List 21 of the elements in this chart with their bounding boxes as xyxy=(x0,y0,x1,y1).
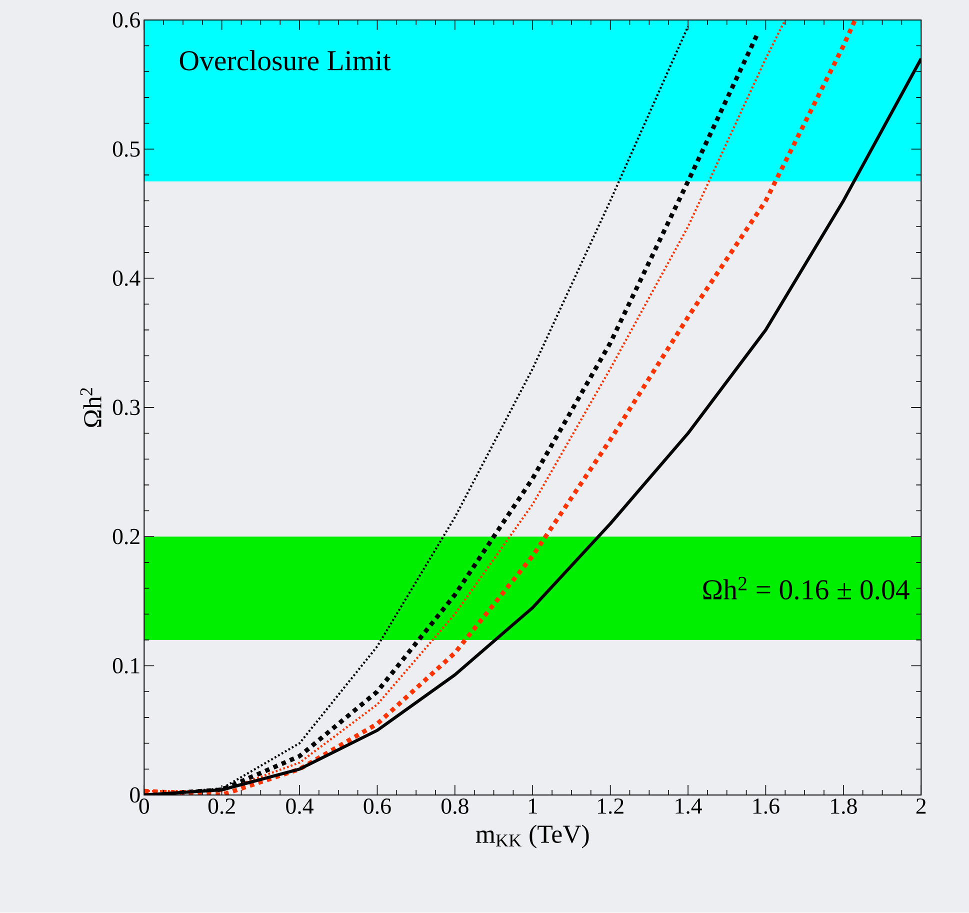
y-tick-label: 0.3 xyxy=(112,400,140,416)
y-tick-label: 0.1 xyxy=(112,658,140,674)
x-tick-label: 1.8 xyxy=(831,798,857,814)
x-tick-label: 1.6 xyxy=(753,798,780,814)
x-tick-label: 1 xyxy=(528,798,537,814)
y-tick-label: 0.6 xyxy=(112,12,140,28)
x-tick-label: 0.4 xyxy=(286,798,314,814)
x-tick-label: 2 xyxy=(916,798,926,814)
x-tick-label: 0.2 xyxy=(208,798,235,814)
x-tick-label: 0.8 xyxy=(442,798,468,814)
y-axis-title: Ωh$^{2}$ xyxy=(80,388,102,428)
y-tick-label: 0 xyxy=(130,787,140,803)
y-tick-label: 0.4 xyxy=(112,270,140,286)
x-axis-title: m$_{KK}$ (TeV) xyxy=(476,824,589,848)
x-tick-label: 0.6 xyxy=(364,798,391,814)
band-label: Overclosure Limit xyxy=(180,50,391,71)
x-tick-label: 1.4 xyxy=(676,798,702,814)
y-tick-label: 0.2 xyxy=(112,529,140,545)
x-tick-label: 1.2 xyxy=(598,798,624,814)
y-tick-label: 0.5 xyxy=(112,142,140,158)
band-label: Ωh$^{2}$ = 0.16 ± 0.04 xyxy=(703,577,910,600)
